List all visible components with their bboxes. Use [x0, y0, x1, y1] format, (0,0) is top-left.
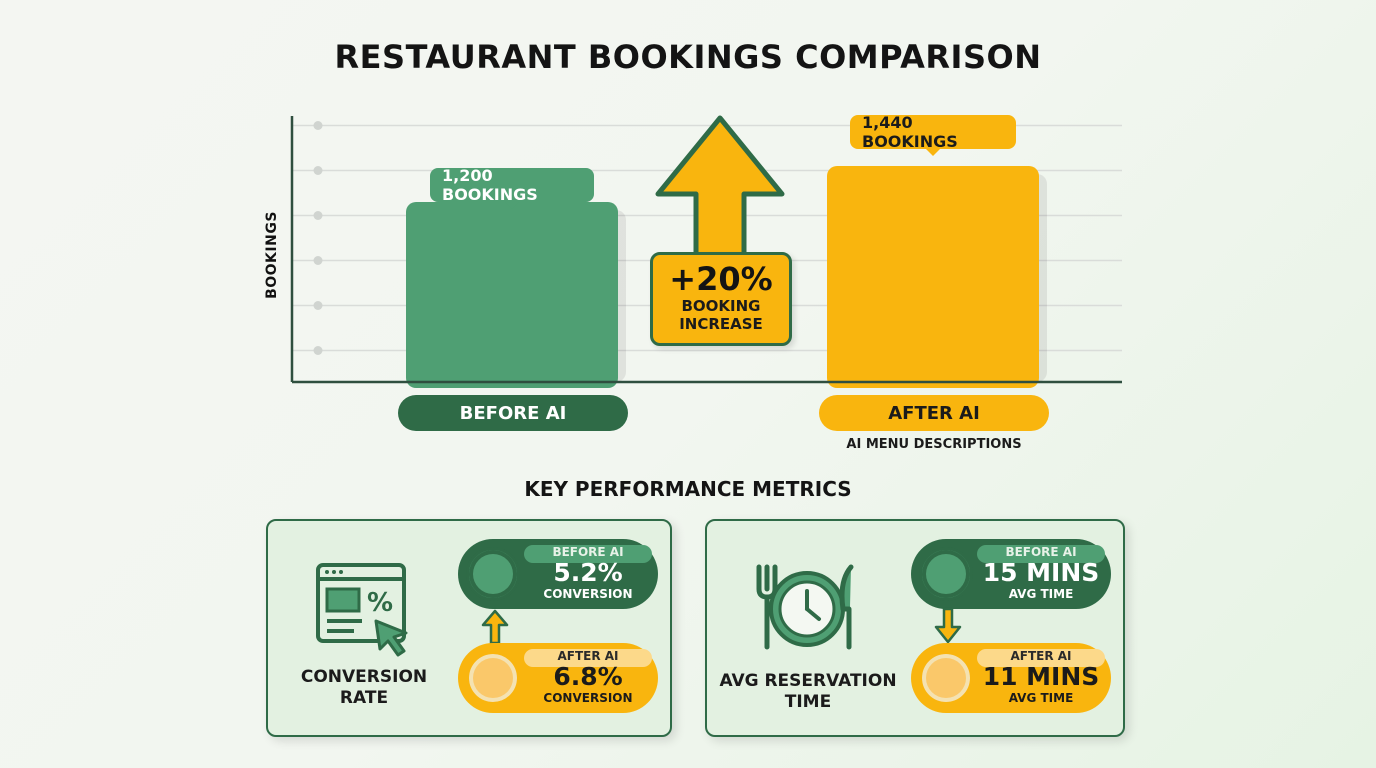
- metric-unit: CONVERSION: [543, 691, 633, 705]
- increase-text: BOOKING INCREASE: [679, 297, 763, 333]
- grid-tick-dot: [313, 346, 323, 355]
- metric-unit: AVG TIME: [1008, 587, 1074, 601]
- time-before-metric: BEFORE AI 15 MINS AVG TIME: [911, 539, 1111, 609]
- time-after-metric: AFTER AI 11 MINS AVG TIME: [911, 643, 1111, 713]
- bar-value-label-after: 1,440 BOOKINGS: [850, 113, 1016, 156]
- y-axis-label: BOOKINGS: [264, 211, 280, 299]
- avg-reservation-time-label: AVG RESERVATION TIME: [719, 671, 897, 712]
- section-title: KEY PERFORMANCE METRICS: [524, 477, 852, 501]
- after-indicator-dot: [919, 651, 973, 705]
- bar-after: [827, 166, 1039, 388]
- metric-value: 11 MINS: [982, 662, 1100, 691]
- metric-tag: BEFORE AI: [1005, 545, 1077, 559]
- after-indicator-dot: [466, 651, 520, 705]
- bar-value-label-before: 1,200 BOOKINGS: [430, 166, 594, 209]
- grid-tick-dot: [313, 211, 323, 220]
- metric-unit: AVG TIME: [1008, 691, 1074, 705]
- increase-annotation: +20% BOOKING INCREASE: [650, 252, 792, 346]
- category-label-after: AFTER AI: [819, 395, 1049, 431]
- browser-percent-cursor-icon: %: [316, 563, 408, 657]
- arrow-down-icon: [934, 607, 962, 644]
- metric-unit: CONVERSION: [543, 587, 633, 601]
- metric-value: 5.2%: [553, 558, 623, 587]
- before-indicator-dot: [466, 547, 520, 601]
- conversion-rate-card: % CONVERSION RATE BEFORE AI 5.2% CONVERS…: [266, 519, 672, 737]
- growth-arrow-icon: [655, 115, 785, 265]
- conversion-rate-label: CONVERSION RATE: [300, 667, 428, 708]
- chart-title: RESTAURANT BOOKINGS COMPARISON: [334, 38, 1042, 76]
- grid-tick-dot: [313, 166, 323, 175]
- increase-percent: +20%: [669, 260, 773, 298]
- avg-reservation-time-card: AVG RESERVATION TIME BEFORE AI 15 MINS A…: [705, 519, 1125, 737]
- grid-tick-dot: [313, 121, 323, 130]
- bar-before: [406, 202, 618, 388]
- metric-value: 6.8%: [553, 662, 623, 691]
- arrow-up-icon: [481, 609, 509, 645]
- grid-tick-dot: [313, 256, 323, 265]
- svg-text:%: %: [367, 588, 393, 618]
- clock-fork-knife-icon: [756, 564, 854, 650]
- conversion-before-metric: BEFORE AI 5.2% CONVERSION: [458, 539, 658, 609]
- conversion-after-metric: AFTER AI 6.8% CONVERSION: [458, 643, 658, 713]
- category-sublabel-after: AI MENU DESCRIPTIONS: [846, 437, 1022, 452]
- grid-tick-dot: [313, 301, 323, 310]
- metric-tag: AFTER AI: [557, 649, 619, 663]
- metric-tag: BEFORE AI: [552, 545, 624, 559]
- metric-tag: AFTER AI: [1010, 649, 1072, 663]
- category-label-before: BEFORE AI: [398, 395, 628, 431]
- metric-value: 15 MINS: [982, 558, 1100, 587]
- before-indicator-dot: [919, 547, 973, 601]
